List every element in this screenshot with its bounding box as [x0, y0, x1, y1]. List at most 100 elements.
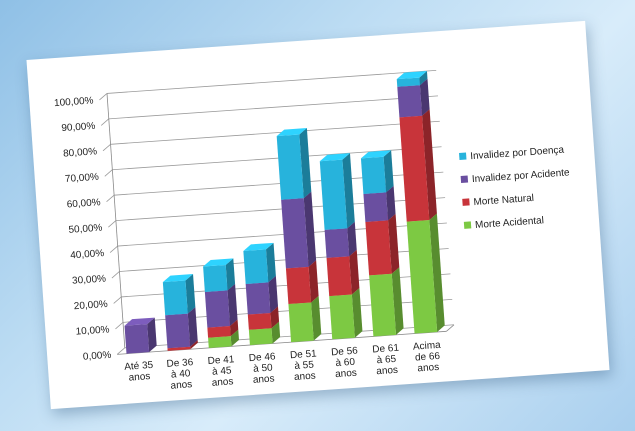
bar-front — [208, 336, 232, 348]
grid-line — [108, 95, 439, 120]
legend-item: Invalidez por Acidente — [460, 167, 570, 185]
grid-line-depth — [113, 296, 122, 304]
grid-line-depth — [102, 143, 111, 152]
y-tick-label: 100,00% — [54, 95, 94, 109]
bar-front — [162, 280, 188, 316]
y-tick-label: 0,00% — [83, 350, 112, 363]
x-category-label: Até 35anos — [124, 360, 155, 384]
bar-segment — [365, 213, 400, 276]
bar-front — [207, 326, 231, 338]
bar-top — [203, 258, 234, 267]
grid-line-depth — [108, 220, 117, 228]
x-category-label: De 51à 55anos — [290, 348, 319, 383]
x-axis-depth — [446, 324, 455, 332]
bar-front — [326, 256, 352, 297]
bar-front — [369, 273, 397, 337]
bar-top — [162, 274, 194, 283]
bar-front — [319, 159, 348, 230]
bar-side — [391, 267, 404, 335]
bar-front — [285, 266, 312, 305]
bar-segment — [162, 274, 196, 316]
bar-side — [419, 71, 428, 86]
bar-segment — [397, 78, 430, 118]
bar-top — [276, 128, 307, 137]
bar-top — [360, 150, 392, 159]
y-tick-label: 70,00% — [65, 172, 100, 185]
y-tick-label: 10,00% — [75, 324, 110, 337]
bar-segment — [243, 242, 276, 285]
legend-swatch — [463, 221, 472, 229]
bar-segment — [203, 258, 236, 292]
bar-front — [363, 192, 389, 222]
x-category-labels: Até 35anos De 36à 40anos De 41à 45anos De 4… — [124, 340, 443, 392]
bar-segment — [396, 71, 428, 87]
bar-side — [265, 242, 276, 283]
y-tick-label: 40,00% — [70, 248, 105, 261]
bar-top — [319, 153, 350, 162]
bar-side — [227, 283, 238, 327]
bar-side — [190, 340, 198, 350]
bar-side — [419, 78, 430, 116]
bar-segment — [319, 153, 355, 230]
bar-side — [271, 321, 281, 344]
bar-front — [396, 77, 420, 87]
bar-side — [230, 329, 239, 347]
bar-side — [187, 307, 198, 347]
y-tick-label: 80,00% — [63, 146, 98, 159]
bar-front — [288, 302, 314, 343]
legend-item: Morte Acidental — [463, 215, 544, 231]
grid-line-depth — [109, 245, 118, 253]
grid-line-depth — [99, 93, 108, 101]
bar-front — [124, 324, 150, 354]
bar-segment — [360, 150, 394, 194]
y-tick-label: 60,00% — [66, 197, 101, 210]
bar-front — [365, 220, 392, 276]
bar-side — [311, 295, 322, 341]
grid-line-depth — [115, 322, 124, 330]
bar-front — [165, 313, 191, 349]
x-category-label: De 41à 45anos — [207, 354, 236, 389]
bar-front — [248, 328, 273, 346]
legend-item: Invalidez por Doença — [459, 145, 565, 163]
bar-front — [276, 134, 304, 200]
y-tick-label: 50,00% — [68, 223, 103, 236]
x-category-label: Acimade 66anos — [413, 340, 443, 375]
y-tick-label: 90,00% — [61, 121, 96, 134]
bar-front — [247, 312, 272, 330]
bar-segment — [369, 267, 404, 337]
legend-swatch — [459, 152, 467, 160]
bar-side — [185, 274, 196, 314]
stacked-bar-chart: 0,00% 10,00% 20,00% 30,00% 40,00% 50,00% 60,00… — [54, 70, 570, 392]
bar-front — [204, 290, 230, 328]
legend-label: Invalidez por Doença — [470, 145, 565, 163]
bar-side — [303, 191, 317, 267]
bar-front — [360, 156, 387, 194]
bar-top — [396, 71, 427, 80]
grid-line-depth — [104, 169, 113, 177]
bar-side — [299, 128, 312, 199]
bar-front — [167, 346, 191, 351]
bar-front — [324, 228, 350, 258]
grid-line-depth — [116, 347, 126, 355]
y-tick-label: 30,00% — [72, 273, 107, 286]
legend-item: Morte Natural — [462, 193, 534, 208]
grid-line — [110, 120, 440, 145]
bar-segment — [399, 109, 437, 222]
grid-line-depth — [100, 118, 110, 126]
bar-side — [229, 319, 239, 337]
bar-side — [349, 249, 360, 295]
bar-segment — [406, 213, 445, 334]
x-category-label: De 36à 40anos — [166, 357, 195, 392]
grid-line — [106, 70, 437, 94]
bar-side — [386, 185, 396, 221]
bar-front — [399, 115, 430, 222]
bar-front — [245, 282, 271, 315]
y-tick-labels: 0,00% 10,00% 20,00% 30,00% 40,00% 50,00% 60,00… — [54, 95, 112, 363]
bar-segment — [281, 191, 317, 269]
bar-side — [147, 317, 157, 353]
y-tick-label: 20,00% — [74, 299, 109, 312]
bar-side — [429, 213, 445, 332]
bar-side — [268, 275, 278, 313]
bar-side — [347, 221, 357, 257]
legend-label: Morte Natural — [473, 193, 534, 208]
